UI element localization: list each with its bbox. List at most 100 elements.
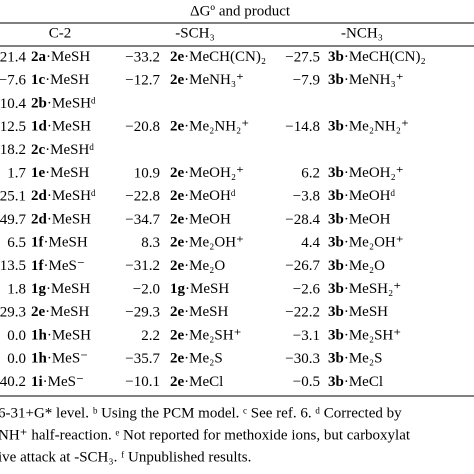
compound-id: 1h [31, 328, 48, 344]
compound-rest: ·Me₂OH⁺ [344, 235, 404, 251]
compound-rest: ·Me₂NH₂⁺ [184, 119, 249, 135]
compound-id: 2e [31, 305, 46, 321]
cell-value: −7.9 [293, 73, 320, 89]
compound-id: 1f [31, 258, 45, 274]
compound-rest: ·MeSHᵈ [47, 189, 96, 205]
cell-value: −26.7 [285, 258, 320, 274]
cell-value: −34.7 [125, 212, 160, 228]
column-header: C-2 [49, 25, 72, 41]
compound-id: 2e [170, 119, 185, 135]
compound-id: 2a [31, 49, 47, 65]
cell-value: 0.0 [7, 328, 26, 344]
compound-rest: ·MeCH(CN)₂ [344, 49, 426, 65]
cell-value: −3.1 [293, 328, 320, 344]
footnote: ive attack at -SCH₃. ᶠ Unpublished resul… [0, 449, 251, 465]
compound-id: 3b [328, 374, 344, 390]
cell-product: 2e·Me₂SH⁺ [170, 328, 241, 344]
cell-value: −3.8 [293, 189, 320, 205]
compound-id: 2e [170, 374, 185, 390]
cell-product: 1h·MeSH [31, 328, 91, 344]
compound-rest: ·MeCl [184, 374, 223, 390]
compound-rest: ·Me₂S [344, 351, 383, 367]
cell-value: 2.2 [141, 328, 160, 344]
cell-product: 3b·MeNH₃⁺ [328, 73, 404, 89]
cell-product: 2e·Me₂NH₂⁺ [170, 119, 249, 135]
compound-rest: ·Me₂NH₂⁺ [344, 119, 409, 135]
cell-value: 6.5 [7, 235, 26, 251]
cell-product: 2e·MeOH [170, 212, 231, 228]
cell-product: 2d·MeSH [31, 212, 91, 228]
compound-rest: ·Me₂SH⁺ [344, 328, 401, 344]
cell-value: −22.2 [285, 305, 320, 321]
cell-product: 1f·MeS⁻ [31, 258, 85, 274]
compound-id: 3b [328, 305, 344, 321]
cell-value: 6.2 [301, 165, 320, 181]
cell-value: −7.6 [0, 73, 26, 89]
compound-rest: ·MeSH [45, 73, 89, 89]
compound-id: 3b [328, 258, 344, 274]
cell-value: −29.3 [0, 305, 26, 321]
compound-id: 2e [170, 165, 185, 181]
compound-rest: ·Me₂SH⁺ [184, 328, 241, 344]
compound-id: 3b [328, 212, 344, 228]
cell-value: −12.7 [125, 73, 160, 89]
cell-product: 2c·MeSHᵈ [31, 142, 94, 158]
cell-product: 3b·Me₂NH₂⁺ [328, 119, 409, 135]
cell-value: −2.6 [293, 281, 321, 297]
cell-value: −30.3 [285, 351, 320, 367]
cell-value: 1.8 [7, 281, 26, 297]
cell-product: 2e·Me₂OH⁺ [170, 235, 244, 251]
compound-id: 1c [31, 73, 46, 89]
cell-value: −14.8 [285, 119, 320, 135]
compound-id: 2e [170, 351, 185, 367]
compound-rest: ·MeOH [184, 212, 231, 228]
compound-rest: ·MeS⁻ [44, 258, 85, 274]
cell-product: 3b·MeOH [328, 212, 391, 228]
cell-product: 3b·MeOHᵈ [328, 189, 395, 205]
cell-product: 2e·MeNH₃⁺ [170, 73, 244, 89]
compound-rest: ·MeSHᵈ [47, 96, 96, 112]
compound-rest: ·MeOHᵈ [184, 189, 236, 205]
compound-id: 1i [31, 374, 43, 390]
cell-product: 2e·MeCl [170, 374, 223, 390]
compound-rest: ·MeCH(CN)₂ [184, 49, 266, 65]
cell-product: 2d·MeSHᵈ [31, 189, 96, 205]
compound-rest: ·MeSH [185, 281, 229, 297]
cell-product: 1h·MeS⁻ [31, 351, 88, 367]
compound-rest: ·MeOHᵈ [344, 189, 396, 205]
cell-value: 0.0 [7, 351, 26, 367]
column-header: -SCH₃ [175, 25, 214, 41]
compound-id: 1g [31, 281, 47, 297]
cell-product: 3b·Me₂SH⁺ [328, 328, 401, 344]
cell-product: 2e·MeSH [31, 305, 90, 321]
compound-id: 2e [170, 49, 185, 65]
compound-id: 2e [170, 73, 185, 89]
compound-id: 2e [170, 258, 185, 274]
cell-value: −18.2 [0, 142, 26, 158]
cell-product: 1f·MeSH [31, 235, 88, 251]
table-header-title: ΔGº and product [190, 3, 291, 19]
compound-id: 3b [328, 73, 344, 89]
cell-product: 2e·Me₂O [170, 258, 225, 274]
compound-rest: ·MeSH [344, 305, 388, 321]
cell-product: 1g·MeSH [31, 281, 90, 297]
cell-product: 3b·Me₂OH⁺ [328, 235, 404, 251]
cell-value: −25.1 [0, 189, 26, 205]
compound-id: 3b [328, 49, 344, 65]
compound-rest: ·MeSH [47, 119, 91, 135]
cell-product: 3b·MeOH₂⁺ [328, 165, 404, 181]
compound-rest: ·MeOH₂⁺ [184, 165, 244, 181]
compound-id: 2e [170, 212, 185, 228]
compound-rest: ·MeSH [184, 305, 228, 321]
cell-product: 2b·MeSHᵈ [31, 96, 96, 112]
compound-id: 2b [31, 96, 47, 112]
compound-rest: ·MeSH [44, 235, 88, 251]
cell-product: 2e·MeOHᵈ [170, 189, 236, 205]
cell-product: 3b·Me₂S [328, 351, 382, 367]
compound-rest: ·MeNH₃⁺ [344, 73, 404, 89]
cell-value: −13.5 [0, 258, 26, 274]
compound-rest: ·MeSH [45, 305, 89, 321]
compound-rest: ·MeSH [45, 165, 89, 181]
cell-value: −0.5 [293, 374, 320, 390]
